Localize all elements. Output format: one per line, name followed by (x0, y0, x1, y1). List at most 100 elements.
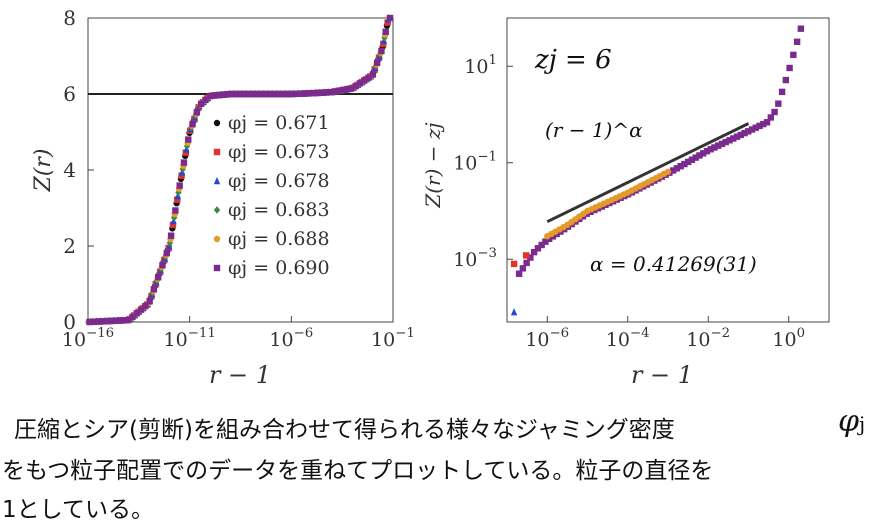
data-point (726, 137, 733, 144)
data-point (150, 286, 158, 293)
annotation-alpha: α = 0.41269(31) (590, 252, 757, 276)
data-point (326, 89, 334, 96)
right-x-axis-label: r − 1 (631, 361, 693, 389)
data-point (170, 217, 177, 225)
left-ticks: 10−16 10−11 10−6 10−1 0 2 4 6 8 (62, 6, 415, 351)
left-y-axis-label: Z(r) (31, 149, 56, 193)
power-law-fit-line (546, 122, 750, 224)
data-point (180, 159, 188, 166)
data-point (279, 90, 286, 98)
caption-symbol: φj (838, 404, 865, 439)
left-y-tick-label: 2 (63, 234, 76, 258)
data-point (664, 168, 672, 175)
left-y-tick-label: 0 (63, 310, 76, 334)
data-point (116, 317, 123, 324)
data-point (223, 91, 231, 98)
data-point (178, 172, 185, 179)
data-point (527, 254, 534, 261)
data-point (176, 182, 183, 189)
left-x-tick-label: 10−6 (269, 326, 313, 351)
data-point (309, 89, 316, 97)
data-point (169, 221, 177, 229)
data-point (163, 249, 170, 257)
data-point (669, 167, 677, 174)
right-ticks: 10−6 10−4 10−2 100 10−3 10−1 101 (453, 53, 805, 351)
data-point (210, 92, 218, 99)
data-point (677, 163, 684, 170)
data-point (752, 124, 759, 131)
left-y-tick-label: 8 (63, 6, 76, 30)
data-point (103, 317, 110, 325)
data-point (763, 119, 771, 126)
data-point (249, 90, 256, 98)
data-point (778, 88, 786, 96)
legend-label: φj = 0.678 (228, 170, 330, 192)
data-point (756, 122, 763, 130)
data-point (510, 260, 518, 268)
data-point (94, 318, 102, 325)
data-point (699, 150, 707, 157)
caption: 圧縮とシア(剪断)を組み合わせて得られる様々なジャミング密度 φj をもつ粒子配… (0, 402, 881, 532)
data-point (197, 100, 205, 108)
right-y-axis-label: Z(r) − zj (421, 122, 445, 208)
data-point (373, 59, 381, 66)
annotation-zj: zj = 6 (534, 45, 612, 75)
caption-line-2: をもつ粒子配置でのデータを重ねてプロットしている。粒子の直径を (2, 458, 714, 484)
right-y-tick-label: 101 (464, 53, 497, 78)
left-y-tick-label: 6 (63, 82, 76, 106)
left-x-tick-label: 10−1 (371, 326, 415, 351)
data-point (313, 89, 321, 97)
data-point (790, 51, 797, 59)
data-point (296, 90, 304, 97)
data-point (775, 100, 782, 107)
data-point (175, 188, 182, 197)
right-x-tick-label: 10−4 (606, 326, 650, 351)
data-point (515, 270, 523, 277)
legend-marker (213, 119, 221, 127)
data-point (107, 317, 115, 325)
data-point (142, 302, 149, 310)
data-point (745, 128, 752, 135)
data-point (270, 90, 278, 98)
data-point (90, 318, 98, 325)
data-point (215, 91, 222, 99)
data-point (760, 120, 767, 128)
data-point (722, 138, 729, 146)
data-point (673, 165, 681, 172)
data-point (112, 317, 119, 324)
data-point (275, 90, 282, 98)
right-x-tick-label: 10−6 (525, 326, 569, 351)
data-point (185, 136, 192, 143)
legend: φj = 0.671 φj = 0.673 φj = 0.678 φj = 0.683… (213, 112, 330, 279)
data-point (146, 298, 153, 305)
data-point (120, 317, 128, 324)
legend-label: φj = 0.683 (228, 199, 330, 221)
data-point (232, 90, 239, 98)
legend-label: φj = 0.671 (228, 112, 330, 134)
data-point (771, 108, 778, 116)
left-plot-frame (87, 17, 394, 323)
data-point (519, 265, 527, 272)
data-point (741, 129, 748, 137)
data-point (703, 147, 711, 155)
legend-marker (213, 235, 221, 243)
right-y-tick-label: 10−1 (453, 150, 497, 175)
data-point (99, 318, 106, 325)
data-point (786, 64, 793, 72)
data-point (202, 96, 209, 104)
data-point (227, 90, 235, 98)
data-point (206, 92, 213, 100)
data-point (318, 89, 325, 96)
data-point (793, 38, 801, 45)
data-point (86, 318, 93, 326)
right-x-tick-label: 10−2 (686, 326, 730, 351)
data-point (718, 140, 726, 148)
data-point (335, 87, 342, 95)
data-point (523, 252, 530, 259)
legend-marker (213, 264, 221, 272)
data-point (292, 90, 299, 98)
legend-marker (213, 148, 221, 156)
data-point (530, 248, 538, 256)
